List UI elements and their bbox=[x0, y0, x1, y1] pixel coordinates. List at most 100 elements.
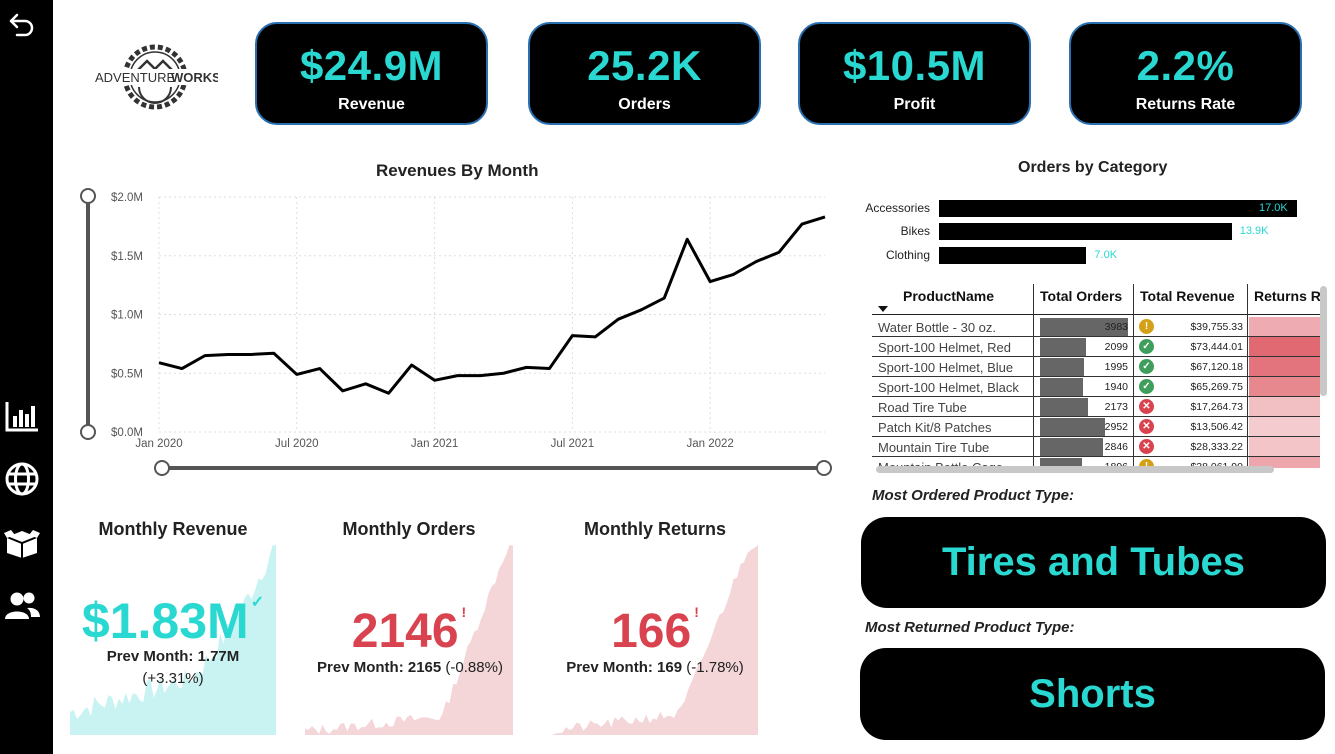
monthly-revenue-number: $1.83M bbox=[81, 593, 249, 649]
y-zoom-slider-handle-top[interactable] bbox=[80, 188, 96, 204]
x-zoom-slider-handle-left[interactable] bbox=[154, 460, 170, 476]
product-name-cell: Sport-100 Helmet, Red bbox=[878, 340, 1011, 355]
table-row[interactable]: Sport-100 Helmet, Red 2099 ✓ $73,444.01 bbox=[872, 337, 1320, 357]
product-name-cell: Road Tire Tube bbox=[878, 400, 967, 415]
sparkline-area bbox=[70, 545, 276, 735]
product-name-cell: Mountain Tire Tube bbox=[878, 440, 990, 455]
sparkline-area bbox=[305, 545, 513, 735]
x-tick-label: Jan 2020 bbox=[135, 438, 182, 450]
logo-text: ADVENTURE bbox=[95, 70, 176, 85]
kpi-card-profit: $10.5M Profit bbox=[798, 22, 1031, 125]
prev-month-label: Prev Month: bbox=[566, 659, 653, 676]
total-orders-cell: 2173 bbox=[1104, 401, 1128, 413]
x-tick-label: Jul 2020 bbox=[275, 438, 318, 450]
table-horizontal-scrollbar[interactable] bbox=[876, 466, 1274, 473]
column-header-total-revenue[interactable]: Total Revenue bbox=[1140, 288, 1235, 304]
monthly-orders-number: 2146 bbox=[351, 605, 459, 658]
total-revenue-cell: $13,506.42 bbox=[1190, 421, 1243, 433]
orders-data-bar bbox=[1040, 318, 1128, 336]
table-row[interactable]: Road Tire Tube 2173 ✕ $17,264.73 bbox=[872, 397, 1320, 417]
product-name-cell: Sport-100 Helmet, Blue bbox=[878, 360, 1014, 375]
category-bar[interactable] bbox=[939, 200, 1297, 217]
orders-data-bar bbox=[1040, 378, 1083, 396]
returns-rate-heat-cell bbox=[1249, 317, 1320, 336]
returns-rate-heat-cell bbox=[1249, 437, 1320, 456]
table-row[interactable]: Mountain Tire Tube 2846 ✕ $28,333.22 bbox=[872, 437, 1320, 457]
product-table: ProductName Total Orders Total Revenue R… bbox=[872, 284, 1320, 468]
product-name-cell: Sport-100 Helmet, Black bbox=[878, 380, 1019, 395]
category-bar-row[interactable]: Accessories 17.0K bbox=[860, 200, 1330, 218]
adventureworks-logo: ADVENTURE WORKS bbox=[92, 40, 221, 114]
total-orders-cell: 3983 bbox=[1104, 321, 1128, 333]
table-vertical-scrollbar[interactable] bbox=[1320, 286, 1327, 396]
kpi-label: Returns Rate bbox=[1135, 96, 1236, 113]
table-row[interactable]: Patch Kit/8 Patches 2952 ✕ $13,506.42 bbox=[872, 417, 1320, 437]
revenue-line-chart: $0.0M $0.5M $1.0M $1.5M $2.0M Jan 2020 Jul 202… bbox=[80, 188, 832, 476]
users-icon[interactable] bbox=[2, 586, 42, 626]
category-value-label: 7.0K bbox=[1094, 249, 1118, 261]
monthly-revenue-title: Monthly Revenue bbox=[98, 519, 248, 539]
table-row[interactable]: Sport-100 Helmet, Blue 1995 ✓ $67,120.18 bbox=[872, 357, 1320, 377]
product-name-cell: Patch Kit/8 Patches bbox=[878, 420, 992, 435]
kpi-label: Revenue bbox=[338, 96, 405, 113]
returns-rate-heat-cell bbox=[1249, 457, 1320, 468]
table-row[interactable]: Mountain Bottle Cage 1896! $38,061.90 bbox=[872, 457, 1320, 468]
returns-rate-heat-cell bbox=[1249, 337, 1320, 356]
globe-icon[interactable] bbox=[2, 459, 42, 499]
prev-month-change: (-0.88%) bbox=[445, 659, 503, 676]
monthly-revenue-change: (+3.31%) bbox=[142, 670, 204, 687]
table-row[interactable]: Sport-100 Helmet, Black 1940 ✓ $65,269.75 bbox=[872, 377, 1320, 397]
warning-circle-icon: ! bbox=[1139, 459, 1154, 468]
bar-chart-icon[interactable] bbox=[2, 397, 42, 437]
category-bar-row[interactable]: Clothing 7.0K bbox=[860, 247, 1330, 265]
returns-rate-heat-cell bbox=[1249, 417, 1320, 436]
warning-circle-icon: ! bbox=[1139, 319, 1154, 334]
category-label: Clothing bbox=[885, 248, 930, 262]
total-orders-cell: 1940 bbox=[1104, 381, 1128, 393]
category-bar[interactable] bbox=[939, 223, 1232, 240]
sparkline-area bbox=[552, 545, 758, 735]
kpi-value: $24.9M bbox=[299, 42, 444, 89]
kpi-value: $10.5M bbox=[842, 42, 987, 89]
orders-data-bar bbox=[1040, 338, 1087, 356]
most-ordered-label: Most Ordered Product Type: bbox=[872, 487, 1074, 504]
product-name-cell: Mountain Bottle Cage bbox=[878, 460, 1004, 468]
x-zoom-slider-handle-right[interactable] bbox=[816, 460, 832, 476]
logo-text-bold: WORKS bbox=[171, 70, 218, 85]
total-orders-cell: 2846 bbox=[1104, 441, 1128, 453]
total-orders-cell: 2952 bbox=[1104, 421, 1128, 433]
column-header-total-orders[interactable]: Total Orders bbox=[1040, 288, 1123, 304]
table-row[interactable]: Water Bottle - 30 oz. 3983! $39,755.33 bbox=[872, 317, 1320, 337]
most-returned-label: Most Returned Product Type: bbox=[865, 619, 1075, 636]
column-header-returns-rate[interactable]: Returns R bbox=[1254, 288, 1320, 304]
monthly-orders-value: 2146! bbox=[305, 604, 513, 659]
box-icon[interactable] bbox=[2, 523, 42, 563]
orders-data-bar bbox=[1040, 358, 1085, 376]
monthly-returns-prev: Prev Month: 169 (-1.78%) bbox=[552, 659, 758, 676]
category-chart-title: Orders by Category bbox=[1018, 159, 1168, 176]
x-circle-icon: ✕ bbox=[1139, 439, 1154, 454]
table-header: ProductName Total Orders Total Revenue R… bbox=[872, 284, 1320, 315]
total-revenue-cell: $38,061.90 bbox=[1190, 461, 1243, 468]
column-header-productname[interactable]: ProductName bbox=[903, 288, 995, 304]
prev-month-change: (-1.78%) bbox=[686, 659, 744, 676]
y-tick-label: $2.0M bbox=[111, 192, 143, 204]
prev-month-value: 1.77M bbox=[197, 648, 240, 665]
kpi-card-returns-rate: 2.2% Returns Rate bbox=[1069, 22, 1302, 125]
alert-indicator-icon: ! bbox=[694, 604, 699, 620]
prev-month-value: 169 bbox=[657, 659, 683, 676]
returns-rate-heat-cell bbox=[1249, 377, 1320, 396]
sort-desc-icon[interactable] bbox=[878, 306, 888, 312]
total-revenue-cell: $17,264.73 bbox=[1190, 401, 1243, 413]
back-arrow-icon[interactable] bbox=[2, 4, 42, 44]
category-bar[interactable] bbox=[939, 247, 1087, 264]
monthly-returns-title: Monthly Returns bbox=[584, 519, 726, 539]
kpi-label: Profit bbox=[893, 96, 936, 113]
total-revenue-cell: $67,120.18 bbox=[1190, 361, 1243, 373]
returns-rate-heat-cell bbox=[1249, 397, 1320, 416]
revenue-chart-title: Revenues By Month bbox=[376, 161, 539, 180]
y-zoom-slider-handle-bottom[interactable] bbox=[80, 424, 96, 440]
category-bar-row[interactable]: Bikes 13.9K bbox=[860, 223, 1330, 241]
total-revenue-cell: $73,444.01 bbox=[1190, 341, 1243, 353]
